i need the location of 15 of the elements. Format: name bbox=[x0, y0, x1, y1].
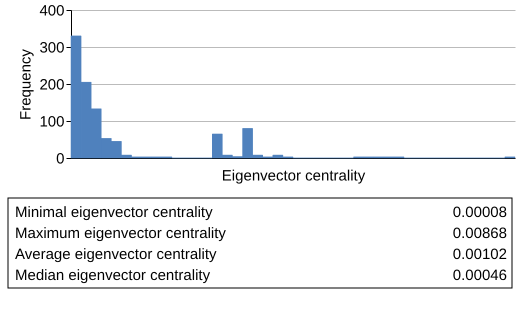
text: Median eigenvector centrality bbox=[15, 267, 211, 284]
y-tick-label: 200 bbox=[39, 76, 64, 94]
y-tick-label: 0 bbox=[56, 150, 64, 168]
y-tick-label: 100 bbox=[39, 114, 64, 130]
text: 0.00868 bbox=[452, 225, 507, 242]
text: Average eigenvector centrality bbox=[15, 246, 218, 263]
text: Maximum eigenvector centrality bbox=[15, 225, 226, 242]
text: Minimal eigenvector centrality bbox=[15, 204, 214, 221]
y-tick-label: 400 bbox=[39, 2, 64, 20]
text: 0.00008 bbox=[452, 204, 507, 221]
y-tick-label: 300 bbox=[39, 40, 64, 56]
x-axis-title: Eigenvector centrality bbox=[222, 168, 366, 184]
text: 0.00046 bbox=[452, 267, 507, 284]
y-axis-title: Frequency bbox=[17, 48, 34, 120]
text: 0.00102 bbox=[452, 246, 507, 263]
